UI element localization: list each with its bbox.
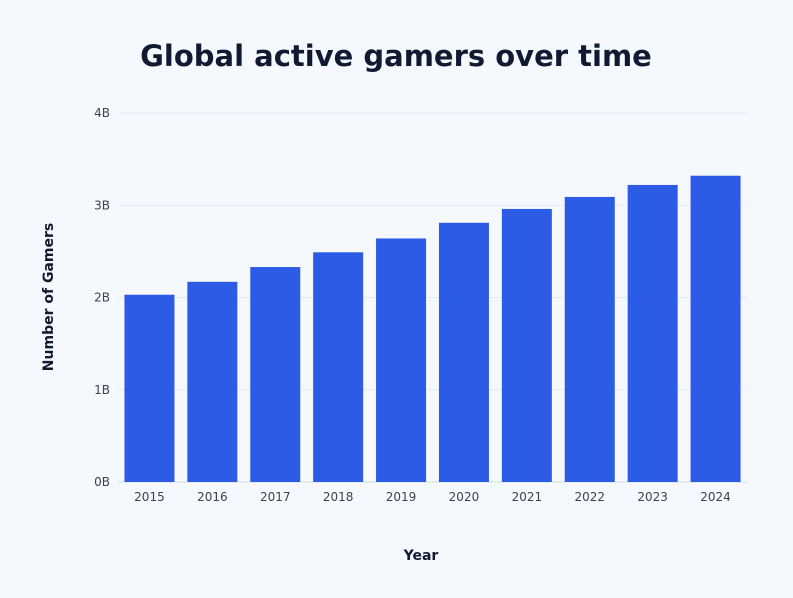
bar — [250, 267, 301, 482]
bar — [690, 175, 741, 483]
bar — [313, 252, 364, 482]
bar — [187, 281, 238, 482]
x-tick-label: 2023 — [637, 490, 668, 504]
y-tick-label: 4B — [94, 106, 110, 120]
bar — [564, 196, 615, 482]
y-axis-ticks: 0B 1B 2B 3B 4B — [94, 106, 110, 489]
x-axis-label: Year — [403, 548, 439, 564]
x-tick-label: 2016 — [197, 490, 228, 504]
y-tick-label: 2B — [94, 291, 110, 305]
x-tick-label: 2021 — [512, 490, 543, 504]
x-tick-label: 2017 — [260, 490, 291, 504]
bar — [376, 238, 427, 482]
x-tick-label: 2024 — [700, 490, 731, 504]
x-tick-label: 2020 — [449, 490, 480, 504]
x-tick-label: 2018 — [323, 490, 354, 504]
y-axis-label: Number of Gamers — [41, 223, 57, 371]
x-tick-label: 2015 — [134, 490, 165, 504]
bar — [627, 184, 678, 482]
bar — [438, 222, 489, 482]
y-tick-label: 3B — [94, 198, 110, 212]
x-axis-ticks: 2015 2016 2017 2018 2019 2020 2021 2022 2023 2024 — [134, 490, 731, 504]
bar — [124, 294, 175, 482]
x-tick-label: 2022 — [574, 490, 605, 504]
bars — [124, 175, 741, 483]
y-tick-label: 1B — [94, 383, 110, 397]
chart-title: Global active gamers over time — [140, 39, 652, 73]
x-tick-label: 2019 — [386, 490, 417, 504]
bar — [501, 208, 552, 482]
y-tick-label: 0B — [94, 475, 110, 489]
